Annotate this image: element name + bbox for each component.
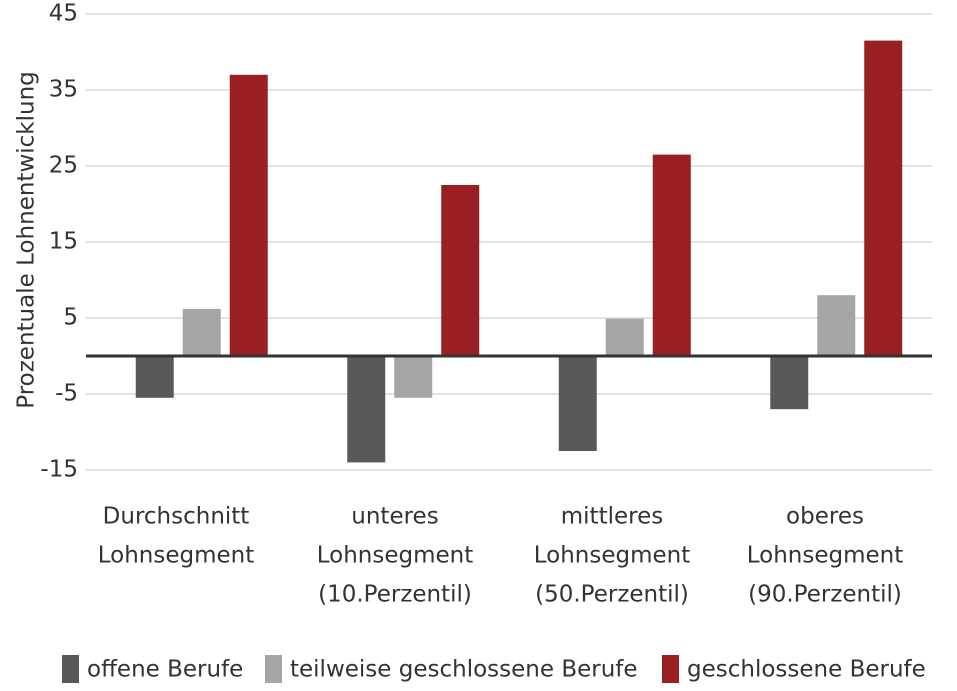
y-tick-labels: 45 35 25 15 5 -5 -15 (40, 1, 78, 483)
category-label: Lohnsegment (98, 543, 255, 569)
category-label: Durchschnitt (103, 504, 250, 530)
category-label: (50.Perzentil) (535, 582, 689, 608)
y-axis-label: Prozentuale Lohnentwicklung (14, 71, 40, 409)
category-label: Lohnsegment (747, 543, 904, 569)
y-tick-label: -5 (55, 381, 78, 407)
y-tick-label: -15 (40, 457, 78, 483)
legend-swatch (62, 655, 79, 683)
gridlines (86, 13, 932, 471)
bar-teilweise-geschlossene-Berufe-3 (817, 295, 856, 356)
bar-geschlossene-Berufe-0 (229, 74, 268, 357)
category-label: Lohnsegment (534, 543, 691, 569)
y-tick-label: 15 (49, 229, 78, 255)
bar-teilweise-geschlossene-Berufe-2 (605, 318, 644, 356)
bar-offene-Berufe-3 (770, 356, 809, 410)
category-label: (10.Perzentil) (318, 582, 472, 608)
bar-geschlossene-Berufe-3 (864, 40, 903, 356)
legend-label: geschlossene Berufe (687, 657, 926, 683)
category-label: unteres (351, 504, 438, 530)
legend-label: offene Berufe (87, 657, 243, 683)
legend: offene Berufe teilweise geschlossene Beru… (62, 655, 926, 683)
legend-label: teilweise geschlossene Berufe (290, 657, 638, 683)
bar-teilweise-geschlossene-Berufe-0 (182, 308, 221, 356)
category-label: oberes (786, 504, 864, 530)
bar-offene-Berufe-0 (135, 356, 174, 398)
bar-geschlossene-Berufe-2 (652, 154, 691, 356)
y-tick-label: 5 (63, 305, 78, 331)
y-tick-label: 45 (49, 1, 78, 27)
bar-offene-Berufe-1 (347, 356, 386, 463)
y-tick-label: 25 (49, 153, 78, 179)
y-tick-label: 35 (49, 77, 78, 103)
bar-geschlossene-Berufe-1 (441, 185, 480, 356)
category-labels: Durchschnitt Lohnsegment unteres Lohnsegmen… (98, 504, 904, 608)
legend-swatch (265, 655, 282, 683)
bar-offene-Berufe-2 (558, 356, 597, 451)
legend-swatch (662, 655, 679, 683)
category-label: (90.Perzentil) (748, 582, 902, 608)
category-label: mittleres (561, 504, 663, 530)
category-label: Lohnsegment (317, 543, 474, 569)
bar-teilweise-geschlossene-Berufe-1 (394, 356, 433, 398)
bars (135, 40, 903, 463)
